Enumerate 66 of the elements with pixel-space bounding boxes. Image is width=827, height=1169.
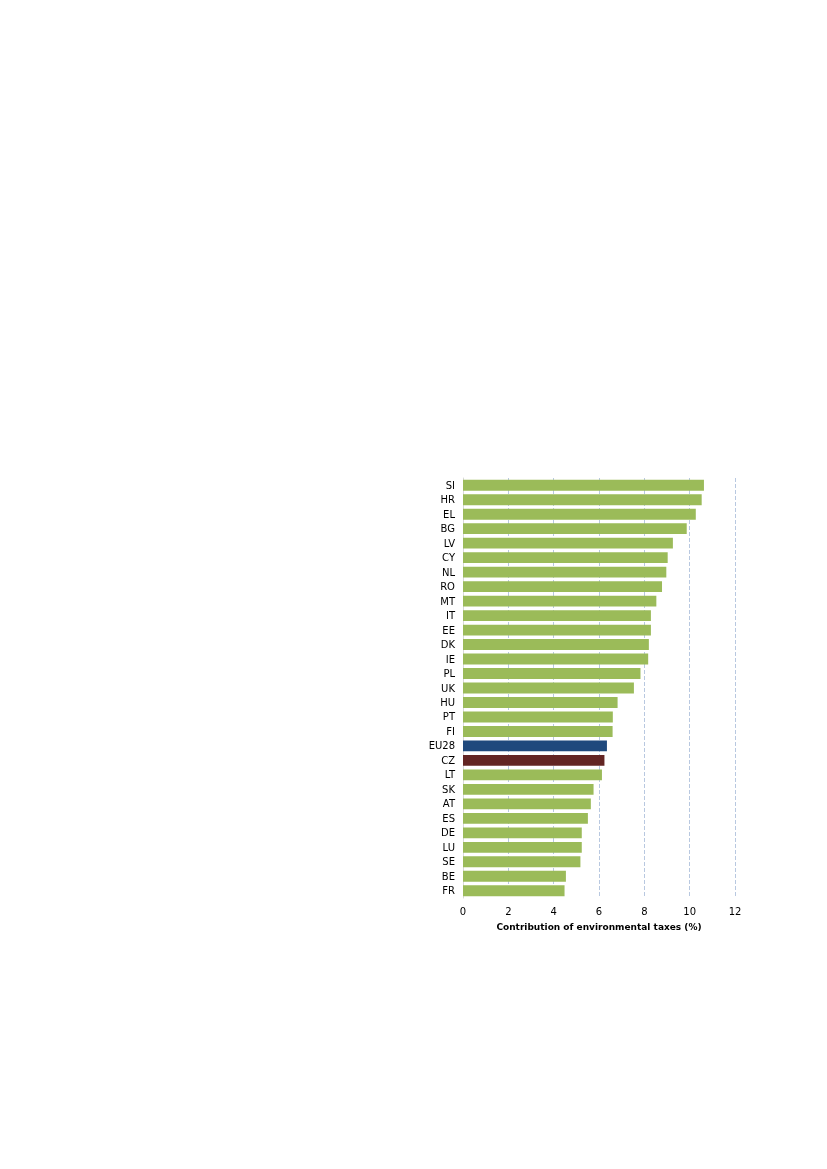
bar <box>463 726 613 737</box>
y-tick-label: DE <box>440 827 455 839</box>
bar <box>463 856 581 868</box>
y-tick-label: LT <box>444 769 456 781</box>
bar <box>463 552 668 564</box>
bar <box>463 537 673 549</box>
bar <box>463 653 649 665</box>
y-tick-label: LV <box>443 537 456 549</box>
y-tick-label: BG <box>440 523 455 535</box>
y-tick-label: PL <box>443 668 456 680</box>
bar <box>463 610 651 622</box>
x-tick-label: 10 <box>683 905 697 917</box>
bar <box>463 711 613 723</box>
x-tick-label: 12 <box>728 905 742 917</box>
y-tick-label: UK <box>441 682 456 694</box>
bar <box>463 798 591 810</box>
bar <box>463 523 687 535</box>
y-tick-label: IT <box>445 610 456 622</box>
bar <box>463 668 641 679</box>
bar <box>463 841 582 853</box>
y-tick-label: SK <box>442 783 456 795</box>
y-tick-label: FR <box>442 885 456 897</box>
bar <box>463 479 704 491</box>
bar <box>463 754 605 766</box>
x-tick-label: 2 <box>505 905 512 917</box>
bar <box>463 624 651 636</box>
bar <box>463 812 588 824</box>
y-tick-label: SE <box>442 856 455 868</box>
y-tick-label: EU28 <box>428 740 455 752</box>
bar <box>463 769 602 781</box>
y-tick-label: SI <box>445 479 455 491</box>
bar <box>463 508 696 520</box>
y-tick-label: BE <box>441 870 455 882</box>
y-tick-label: EE <box>442 624 455 636</box>
x-tick-label: 4 <box>550 905 557 917</box>
y-tick-label: FI <box>446 725 455 737</box>
y-tick-label: ES <box>442 812 455 824</box>
y-tick-label: AT <box>442 798 456 810</box>
x-tick-label: 8 <box>641 905 648 917</box>
y-tick-label: LU <box>442 841 455 853</box>
bar <box>463 566 667 578</box>
y-tick-label: RO <box>440 581 456 593</box>
y-tick-label: IE <box>445 653 455 665</box>
bar <box>463 885 565 897</box>
y-tick-label: CY <box>442 552 456 564</box>
bar <box>463 581 663 593</box>
y-tick-label: DK <box>440 639 456 651</box>
x-tick-label: 6 <box>595 905 603 917</box>
y-tick-label: EL <box>443 508 456 520</box>
bar <box>463 740 607 752</box>
y-tick-label: HR <box>440 494 456 506</box>
y-tick-label: NL <box>441 566 456 578</box>
y-tick-label: HU <box>440 696 455 708</box>
bar <box>463 494 702 506</box>
y-tick-label: PT <box>442 711 456 723</box>
x-axis-title: Contribution of environmental taxes (%) <box>496 921 702 932</box>
bar <box>463 639 649 650</box>
bar <box>463 827 582 839</box>
bar <box>463 870 566 882</box>
x-tick-label: 0 <box>459 905 467 917</box>
bar <box>463 595 657 607</box>
y-tick-label: CZ <box>441 754 456 766</box>
y-tick-label: MT <box>440 595 456 607</box>
bar <box>463 783 594 795</box>
bar <box>463 697 618 708</box>
bar <box>463 682 634 694</box>
